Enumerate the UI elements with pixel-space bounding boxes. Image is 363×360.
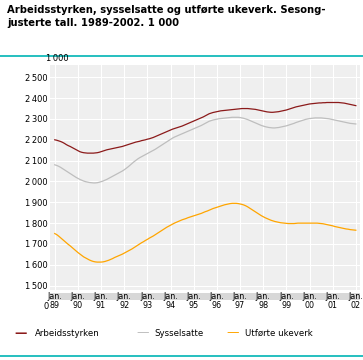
Text: Jan.: Jan. — [47, 292, 62, 301]
Text: Utførte ukeverk: Utførte ukeverk — [245, 328, 313, 338]
Text: Arbeidsstyrken, sysselsatte og utførte ukeverk. Sesong-
justerte tall. 1989-2002: Arbeidsstyrken, sysselsatte og utførte u… — [7, 5, 326, 28]
Text: 95: 95 — [188, 301, 199, 310]
Text: 00: 00 — [305, 301, 314, 310]
Text: 99: 99 — [281, 301, 291, 310]
Text: Arbeidsstyrken: Arbeidsstyrken — [34, 328, 99, 338]
Text: Jan.: Jan. — [279, 292, 294, 301]
Text: Jan.: Jan. — [233, 292, 248, 301]
Text: Jan.: Jan. — [325, 292, 340, 301]
Text: 97: 97 — [235, 301, 245, 310]
Text: 93: 93 — [142, 301, 152, 310]
Text: —: — — [136, 327, 148, 339]
Text: Jan.: Jan. — [256, 292, 270, 301]
Text: 0: 0 — [43, 302, 48, 311]
Text: Jan.: Jan. — [94, 292, 109, 301]
Text: Jan.: Jan. — [348, 292, 363, 301]
Text: 90: 90 — [73, 301, 83, 310]
Text: 1 000: 1 000 — [46, 54, 69, 63]
Text: 96: 96 — [212, 301, 222, 310]
Text: 92: 92 — [119, 301, 129, 310]
Text: 89: 89 — [50, 301, 60, 310]
Text: Jan.: Jan. — [117, 292, 131, 301]
Text: —: — — [15, 327, 27, 339]
Text: —: — — [227, 327, 239, 339]
Text: 94: 94 — [166, 301, 176, 310]
Text: Jan.: Jan. — [186, 292, 201, 301]
Text: Jan.: Jan. — [70, 292, 85, 301]
Text: 98: 98 — [258, 301, 268, 310]
Text: 91: 91 — [96, 301, 106, 310]
Text: Jan.: Jan. — [209, 292, 224, 301]
Text: Jan.: Jan. — [140, 292, 155, 301]
Text: 02: 02 — [351, 301, 361, 310]
Text: Sysselsatte: Sysselsatte — [154, 328, 204, 338]
Text: 01: 01 — [328, 301, 338, 310]
Text: Jan.: Jan. — [302, 292, 317, 301]
Text: Jan.: Jan. — [163, 292, 178, 301]
